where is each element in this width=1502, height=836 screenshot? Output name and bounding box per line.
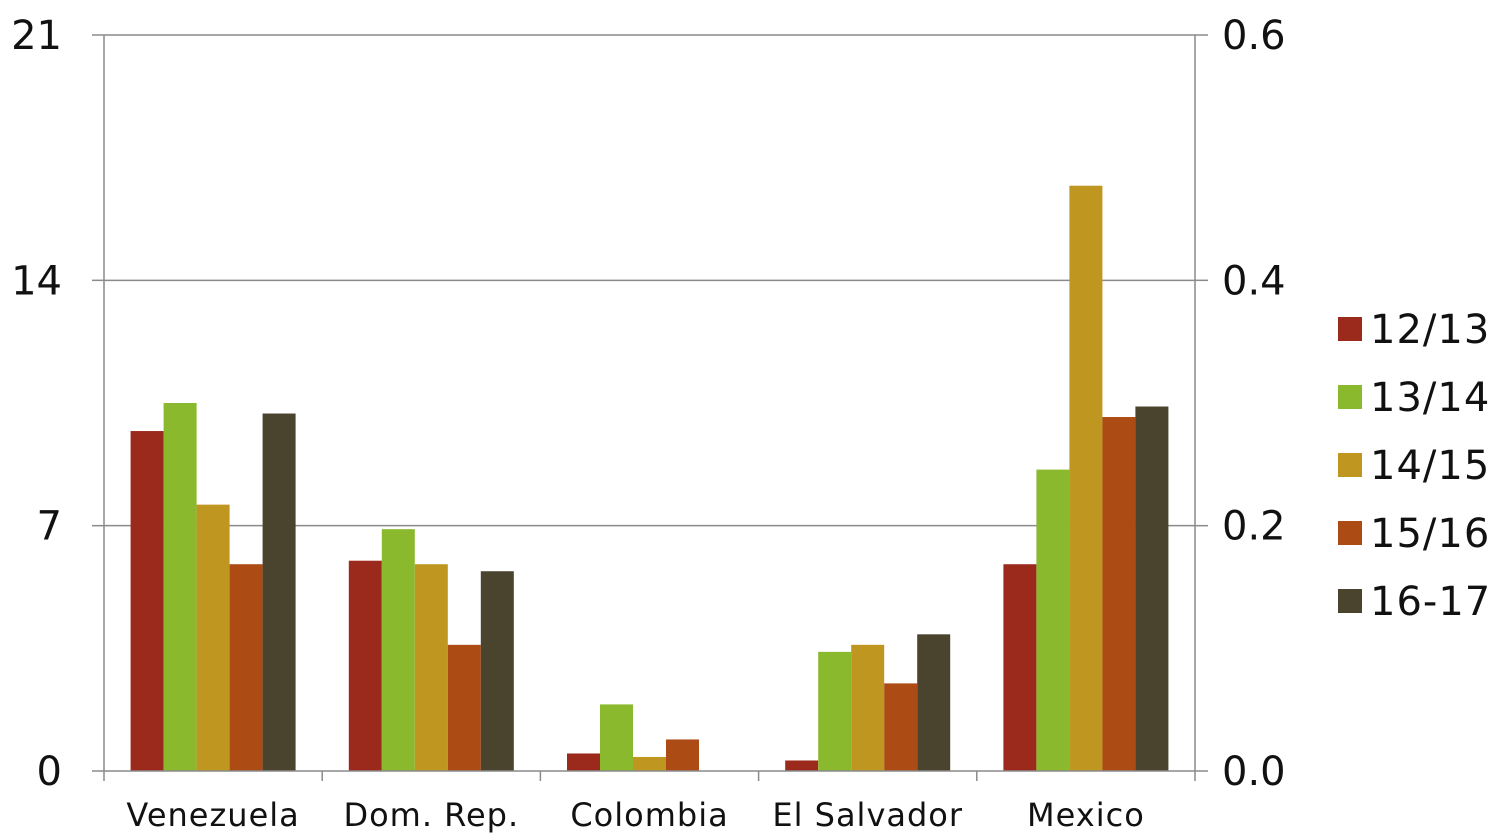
bar [262,413,296,771]
bar [633,756,666,771]
left-y-tick-label: 7 [37,504,62,550]
legend-label: 15/16 [1370,511,1490,557]
legend-label: 13/14 [1370,375,1490,421]
bar [917,634,951,771]
bar [348,560,382,771]
legend: 12/13 13/14 14/15 15/16 16-17 [1338,307,1491,625]
bar [1102,417,1136,771]
bar [851,644,885,771]
bar [600,704,633,771]
bar [666,739,699,771]
legend-swatch [1338,589,1362,613]
category-label: Venezuela [126,796,299,834]
right-y-tick-label: 0.6 [1222,13,1286,59]
legend-swatch [1338,521,1362,545]
legend-swatch [1338,453,1362,477]
bar [196,504,230,771]
category-label: Dom. Rep. [343,796,519,834]
bar [785,760,819,771]
left-y-tick-label: 14 [11,258,62,304]
bar [447,644,481,771]
right-y-tick-label: 0.0 [1222,749,1286,795]
axes [92,34,1208,781]
bar [1069,185,1103,771]
bar [567,753,600,771]
legend-swatch [1338,317,1362,341]
bar [414,564,448,771]
right-y-tick-labels: 0.0 0.2 0.4 0.6 [1222,13,1286,795]
bar [1036,469,1070,771]
bar [480,571,514,771]
legend-swatch [1338,385,1362,409]
bar [229,564,263,771]
bar [1135,406,1169,771]
category-label: El Salvador [772,796,963,834]
bar [818,651,852,771]
legend-label: 14/15 [1370,443,1490,489]
category-labels: Venezuela Dom. Rep. Colombia El Salvador Mex… [126,796,1145,834]
category-label: Colombia [570,796,728,834]
bar [884,683,918,771]
left-y-tick-label: 21 [11,13,62,59]
bar [1003,564,1037,771]
right-y-tick-label: 0.4 [1222,258,1286,304]
bar [163,403,197,771]
left-y-tick-labels: 0 7 14 21 [11,13,62,795]
legend-label: 16-17 [1370,579,1491,625]
right-y-tick-label: 0.2 [1222,504,1286,550]
bar [381,529,415,771]
category-label: Mexico [1027,796,1145,834]
legend-label: 12/13 [1370,307,1490,353]
bars [130,185,1169,771]
left-y-tick-label: 0 [37,749,62,795]
bar [130,431,164,771]
